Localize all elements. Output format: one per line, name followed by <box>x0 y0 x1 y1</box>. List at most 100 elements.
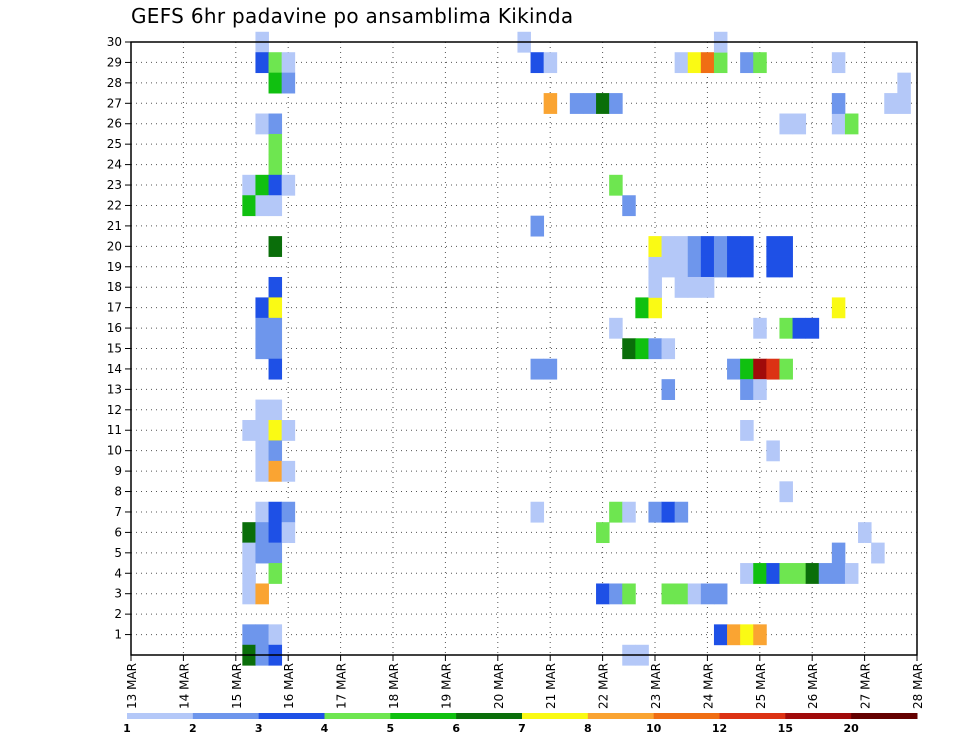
x-tick-label: 26 MAR <box>806 663 820 709</box>
heatmap-cell <box>713 52 728 74</box>
heatmap-cell <box>871 542 885 564</box>
heatmap-cell <box>281 72 296 94</box>
heatmap-cell <box>281 522 296 544</box>
colorbar-swatch <box>851 713 918 719</box>
heatmap-cell <box>792 563 807 584</box>
x-tick-label: 23 MAR <box>649 663 663 709</box>
heatmap-cell <box>268 563 283 584</box>
y-tick-label: 19 <box>107 260 122 274</box>
heatmap-cell <box>268 460 283 482</box>
heatmap-cell <box>268 338 283 360</box>
heatmap-cell <box>753 624 767 646</box>
heatmap-cell <box>255 338 269 360</box>
y-tick-label: 21 <box>107 219 122 233</box>
heatmap-cell <box>700 276 715 298</box>
heatmap-cell <box>700 256 715 278</box>
heatmap-cell <box>255 195 269 217</box>
y-tick-label: 27 <box>107 96 122 110</box>
colorbar-swatch <box>785 713 852 719</box>
y-tick-label: 9 <box>114 464 122 478</box>
heatmap-cell <box>255 297 269 319</box>
colorbar-swatch <box>390 713 457 719</box>
heatmap-cell <box>268 317 283 339</box>
heatmap-cell <box>648 236 662 257</box>
y-tick-label: 15 <box>107 342 122 356</box>
heatmap-cell <box>700 52 715 74</box>
x-tick-label: 22 MAR <box>597 663 611 709</box>
heatmap-cell <box>635 297 649 319</box>
colorbar-label: 8 <box>584 722 592 735</box>
heatmap-cell <box>281 501 296 523</box>
y-tick-label: 22 <box>107 198 122 212</box>
heatmap-cell <box>609 317 623 339</box>
heatmap-cell <box>661 501 676 523</box>
heatmap-cell <box>727 358 741 380</box>
heatmap-cell <box>687 52 702 74</box>
heatmap-cell <box>661 379 676 400</box>
heatmap-cell <box>661 583 676 605</box>
heatmap-cell <box>779 236 793 257</box>
heatmap-cell <box>779 563 793 584</box>
heatmap-cell <box>609 93 623 114</box>
y-tick-label: 7 <box>114 505 122 519</box>
y-tick-label: 2 <box>114 607 122 621</box>
heatmap-cell <box>897 72 911 94</box>
heatmap-cell <box>543 93 558 114</box>
heatmap-cell <box>674 276 689 298</box>
heatmap-cell <box>831 93 846 114</box>
heatmap-cell <box>727 256 741 278</box>
heatmap-cell <box>740 420 754 441</box>
x-tick-label: 21 MAR <box>544 663 558 709</box>
colorbar-swatch <box>522 713 589 719</box>
heatmap-cell <box>661 338 676 360</box>
heatmap-cell <box>766 358 780 380</box>
heatmap-cell <box>844 563 859 584</box>
heatmap-cell <box>242 624 256 646</box>
heatmap-cell <box>740 379 754 400</box>
y-tick-label: 8 <box>114 485 122 499</box>
colorbar-swatch <box>456 713 523 719</box>
heatmap-cell <box>268 440 283 462</box>
heatmap-cell <box>596 583 610 605</box>
heatmap-cell <box>609 501 623 523</box>
colorbar-label: 3 <box>255 722 263 735</box>
heatmap-cell <box>753 317 767 339</box>
x-tick-label: 17 MAR <box>335 663 349 709</box>
heatmap-cell <box>753 358 767 380</box>
heatmap-cell <box>268 297 283 319</box>
heatmap-cell <box>281 420 296 441</box>
heatmap-cell <box>268 358 283 380</box>
x-tick-label: 18 MAR <box>387 663 401 709</box>
colorbar-label: 20 <box>844 722 860 735</box>
heatmap-cell <box>242 542 256 564</box>
colorbar-swatch <box>324 713 391 719</box>
heatmap-cell <box>255 420 269 441</box>
y-tick-label: 11 <box>107 423 122 437</box>
heatmap-cell <box>255 52 269 74</box>
y-tick-label: 3 <box>114 587 122 601</box>
heatmap-cell <box>831 542 846 564</box>
heatmap-cell <box>596 522 610 544</box>
heatmap-cell <box>255 542 269 564</box>
y-tick-label: 30 <box>107 35 122 49</box>
heatmap-cell <box>792 113 807 135</box>
heatmap-cell <box>242 563 256 584</box>
heatmap-cell <box>766 236 780 257</box>
heatmap-cell <box>268 420 283 441</box>
heatmap-cell <box>818 563 833 584</box>
heatmap-cell <box>281 174 296 196</box>
y-tick-label: 18 <box>107 280 122 294</box>
heatmap-cell <box>268 399 283 421</box>
heatmap-cell <box>740 236 754 257</box>
heatmap-cell <box>753 52 767 74</box>
heatmap-cell <box>687 256 702 278</box>
heatmap-cell <box>648 501 662 523</box>
y-tick-label: 13 <box>107 382 122 396</box>
heatmap-cell <box>779 256 793 278</box>
heatmap-cell <box>569 93 584 114</box>
heatmap-cell <box>831 297 846 319</box>
x-tick-label: 25 MAR <box>754 663 768 709</box>
heatmap-cell <box>268 174 283 196</box>
heatmap-cell <box>268 195 283 217</box>
heatmap-cell <box>805 317 820 339</box>
